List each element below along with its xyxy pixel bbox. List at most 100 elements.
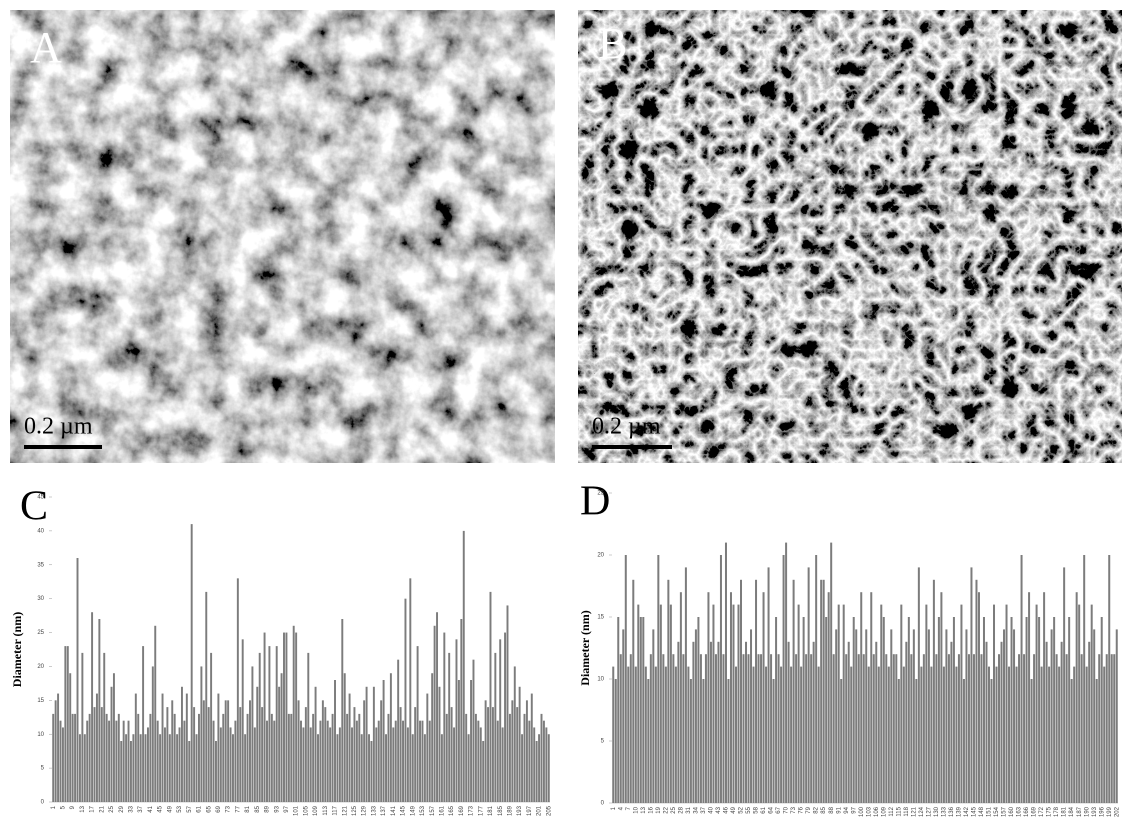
x-tick-label: 93 [274, 805, 280, 812]
bar [632, 579, 635, 803]
bar [91, 612, 94, 802]
bar [166, 707, 169, 802]
x-tick-label: 82 [814, 806, 820, 813]
x-tick-label: 100 [859, 806, 865, 817]
y-tick-label: 0 [41, 800, 45, 806]
bar [239, 707, 242, 802]
bar [835, 629, 838, 803]
bar [1088, 641, 1091, 803]
x-tick-label: 181 [488, 805, 494, 816]
x-tick-label: 81 [245, 805, 251, 812]
bar [467, 734, 470, 802]
x-tick-label: 193 [1092, 806, 1098, 817]
bar [1108, 555, 1111, 803]
bar [382, 680, 385, 802]
bar [1070, 679, 1073, 803]
bar [98, 619, 101, 802]
bar [767, 567, 770, 803]
x-tick-label: 43 [716, 806, 722, 813]
bar [917, 567, 920, 803]
x-tick-label: 46 [724, 806, 730, 813]
bar [377, 720, 380, 802]
bar [677, 641, 680, 803]
bar [455, 639, 458, 802]
bar [285, 632, 288, 802]
bar [975, 579, 978, 803]
bar [669, 604, 672, 803]
bar [525, 700, 528, 802]
bar [990, 679, 993, 803]
bar [129, 741, 132, 802]
panel-label: B [598, 19, 627, 68]
bar [790, 666, 793, 803]
bar [127, 720, 130, 802]
bar [516, 707, 519, 802]
bar [341, 619, 344, 802]
bar [1010, 617, 1013, 803]
bar [54, 700, 57, 802]
x-tick-label: 197 [527, 805, 533, 816]
bar [709, 641, 712, 803]
bar [1023, 654, 1026, 803]
bar [151, 666, 154, 802]
x-tick-label: 1 [51, 805, 57, 809]
x-tick-label: 33 [129, 805, 135, 812]
x-tick-label: 31 [686, 806, 692, 813]
bar [387, 713, 390, 802]
x-tick-label: 166 [1024, 806, 1030, 817]
bar [244, 734, 247, 802]
bar [895, 654, 898, 803]
bar [496, 720, 499, 802]
bar [338, 727, 341, 802]
x-tick-label: 127 [926, 806, 932, 817]
bar [81, 652, 84, 802]
bar [1048, 666, 1051, 803]
bar [380, 700, 383, 802]
scale-bar-label: 0.2 µm [592, 414, 661, 440]
bar [190, 524, 193, 802]
bar [501, 727, 504, 802]
bar [825, 617, 828, 803]
bar [538, 734, 541, 802]
bar [619, 654, 622, 803]
x-tick-label: 21 [99, 805, 105, 812]
bar [957, 654, 960, 803]
x-tick-label: 157 [430, 805, 436, 816]
bar [368, 734, 370, 802]
bar [967, 654, 970, 803]
bar [112, 673, 115, 802]
x-tick-label: 67 [776, 806, 782, 813]
x-tick-label: 37 [701, 806, 707, 813]
x-tick-label: 57 [187, 805, 193, 812]
bar [392, 727, 395, 802]
bar [1058, 666, 1061, 803]
bar [1115, 629, 1118, 803]
x-tick-label: 115 [896, 806, 902, 816]
bar [642, 617, 645, 803]
x-tick-label: 205 [546, 805, 552, 816]
bar [375, 727, 378, 802]
bar [985, 641, 988, 803]
bar [287, 713, 290, 802]
bar [1030, 679, 1033, 803]
bar [137, 713, 140, 802]
bar [699, 654, 702, 803]
bar [188, 741, 191, 802]
x-tick-label: 49 [167, 805, 173, 812]
bar [634, 666, 637, 803]
bar [253, 727, 256, 802]
bar [654, 666, 657, 803]
bar [411, 734, 414, 802]
bar [256, 686, 259, 802]
x-tick-label: 189 [507, 805, 513, 816]
bar [443, 632, 446, 802]
bar [394, 720, 397, 802]
bar [448, 652, 451, 802]
bar [890, 629, 893, 803]
bar [892, 654, 895, 803]
bar [317, 734, 319, 802]
bar [1073, 666, 1076, 803]
x-tick-label: 94 [844, 806, 850, 813]
x-tick-label: 196 [1099, 806, 1105, 817]
x-tick-label: 190 [1084, 806, 1090, 817]
